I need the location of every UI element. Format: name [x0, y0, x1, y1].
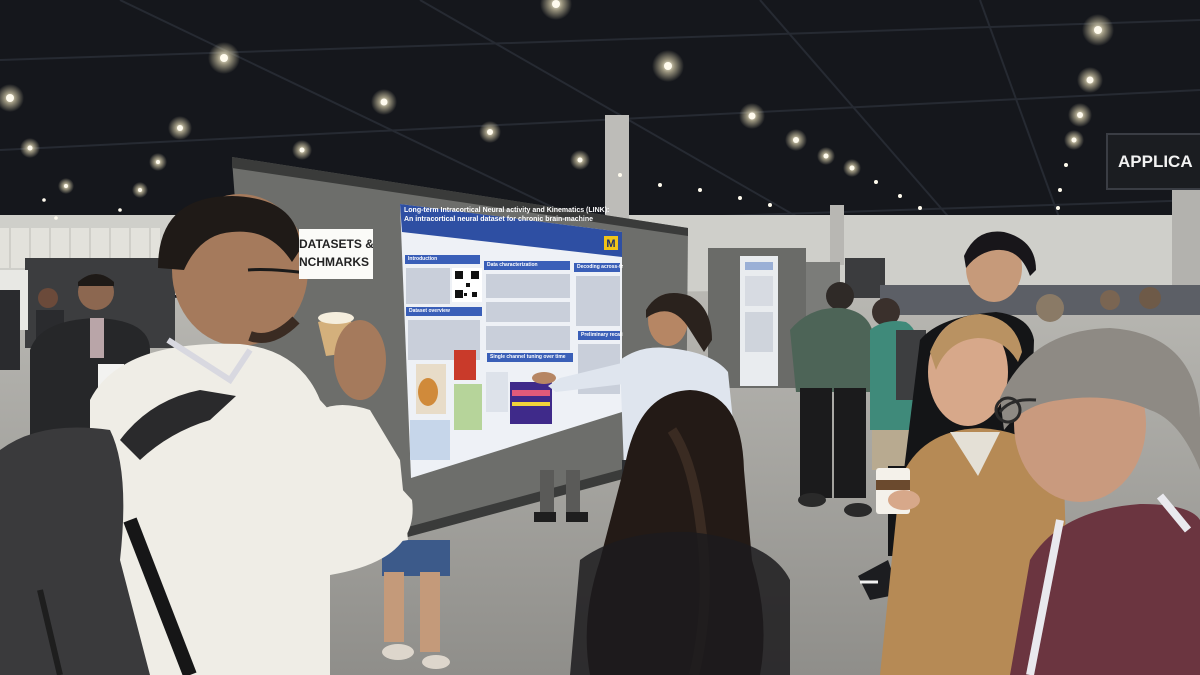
poster-section-dataset-overview: Dataset overview	[409, 308, 450, 314]
hall-sign: APPLICA	[1106, 133, 1200, 190]
person-cream-sweater	[0, 194, 413, 675]
poster-title: Long-term Intracortical Neural activity …	[404, 207, 610, 223]
poster-section-preliminary: Preliminary recalibration	[581, 332, 623, 338]
column-center	[605, 115, 629, 225]
category-sign-line1: DATASETS &	[299, 237, 373, 251]
category-sign: DATASETS & NCHMARKS	[299, 229, 373, 279]
ceiling-lights	[0, 0, 1114, 198]
person-gray-shirt	[30, 274, 150, 450]
svg-text:M: M	[606, 238, 615, 250]
poster-header-band	[400, 204, 622, 257]
person-green-hoodie	[790, 282, 874, 517]
poster-section-single-channel: Single channel tuning over time	[490, 354, 566, 360]
poster-section-data-characterization: Data characterization	[487, 262, 538, 268]
person-maroon-shirt	[994, 328, 1200, 675]
poster-section-decoding: Decoding across-the-year	[577, 264, 623, 270]
person-long-hair	[570, 390, 790, 675]
poster-section-introduction: Introduction	[408, 256, 438, 262]
column-right	[830, 205, 844, 265]
background-crowd	[0, 285, 1200, 370]
university-logo	[604, 236, 618, 250]
category-sign-line2: NCHMARKS	[299, 255, 369, 269]
column-far-right	[1172, 185, 1200, 285]
poster-body	[406, 268, 620, 394]
